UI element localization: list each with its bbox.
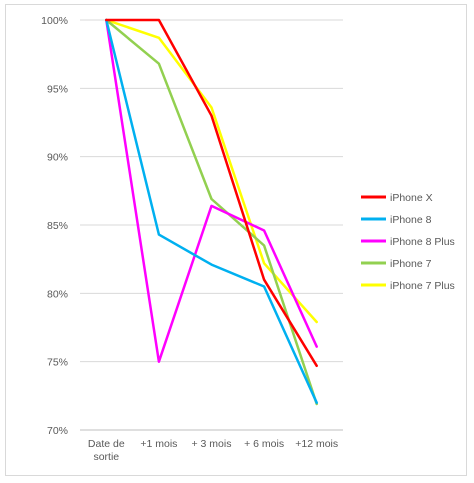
legend-label-iphone-8: iPhone 8: [390, 214, 432, 226]
y-tick-label: 95%: [47, 83, 68, 95]
legend-label-iphone-7-plus: iPhone 7 Plus: [390, 280, 455, 292]
series-line-iphone-8: [105, 18, 318, 404]
x-tick-label-line: +1 mois: [140, 438, 177, 450]
legend-label-iphone-8-plus: iPhone 8 Plus: [390, 236, 455, 248]
x-tick-label-line: + 6 mois: [244, 438, 284, 450]
x-tick-label-line: sortie: [93, 451, 119, 463]
x-tick-label-line: + 3 mois: [192, 438, 232, 450]
x-tick-label-line: Date de: [88, 438, 125, 450]
y-axis: 70% 75% 80% 85% 90% 95% 100%: [41, 15, 68, 437]
chart-frame: [5, 4, 467, 476]
series-line-iphone-7-plus: [105, 18, 318, 324]
plot-area: [105, 18, 318, 406]
y-tick-label: 75%: [47, 357, 68, 369]
series-line-iphone-8-plus: [105, 18, 318, 363]
x-tick-label-line: +12 mois: [295, 438, 338, 450]
legend-label-iphone-7: iPhone 7: [390, 258, 432, 270]
x-axis: Date de sortie +1 mois + 3 mois + 6 mois +12 …: [88, 438, 338, 463]
series-line-iphone-7: [105, 18, 318, 406]
series-line-iphone-x: [105, 18, 318, 368]
legend-label-iphone-x: iPhone X: [390, 192, 433, 204]
y-tick-label: 80%: [47, 288, 68, 300]
y-tick-label: 90%: [47, 152, 68, 164]
legend: iPhone X iPhone 8 iPhone 8 Plus iPhone 7 iPh…: [361, 192, 455, 292]
x-tick-label: Date de sortie: [88, 438, 125, 463]
gridlines: [80, 19, 343, 431]
y-tick-label: 100%: [41, 15, 68, 27]
x-tick-label: +12 mois: [295, 438, 338, 450]
y-tick-label: 70%: [47, 425, 68, 437]
x-tick-label: + 3 mois: [192, 438, 232, 450]
x-tick-label: + 6 mois: [244, 438, 284, 450]
x-tick-label: +1 mois: [140, 438, 177, 450]
y-tick-label: 85%: [47, 220, 68, 232]
